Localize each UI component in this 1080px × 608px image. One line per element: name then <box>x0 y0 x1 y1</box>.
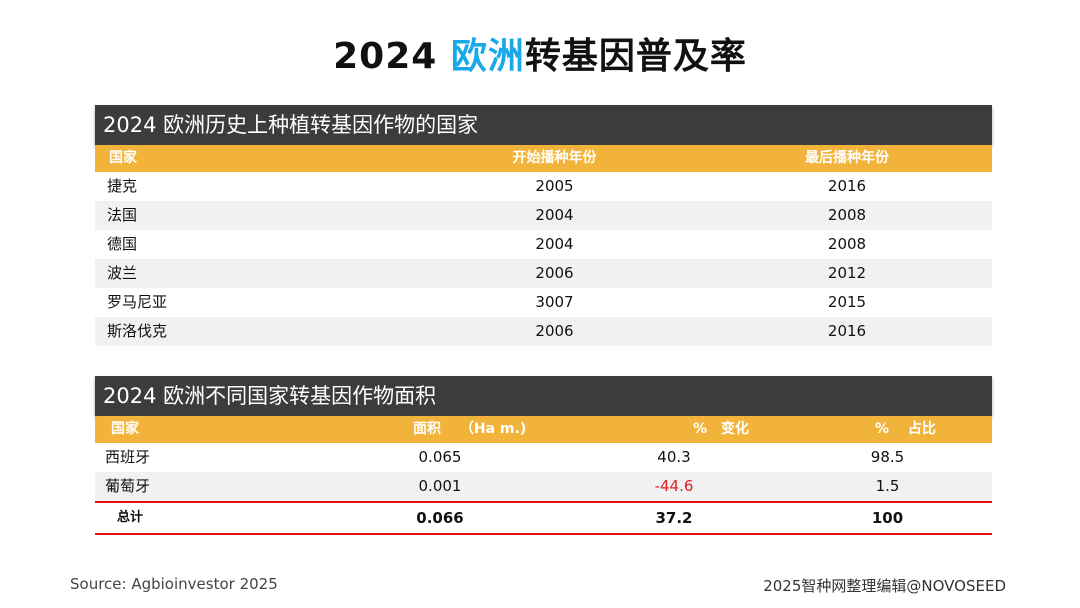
table1-caption: 2024 欧洲历史上种植转基因作物的国家 <box>95 105 992 145</box>
table2-header-change: % 变化 <box>693 421 750 437</box>
historic-countries-table: 2024 欧洲历史上种植转基因作物的国家 国家 开始播种年份 最后播种年份 捷克… <box>95 105 992 346</box>
table-row: 波兰 2006 2012 <box>95 259 992 288</box>
start-year-cell: 2006 <box>535 322 574 340</box>
table-row: 罗马尼亚 3007 2015 <box>95 288 992 317</box>
end-year-cell: 2015 <box>827 293 867 311</box>
end-year-cell: 2016 <box>827 322 867 340</box>
country-cell: 法国 <box>107 206 138 224</box>
country-cell: 波兰 <box>107 264 138 282</box>
country-cell: 捷克 <box>107 177 138 195</box>
table1-header-country: 国家 <box>109 150 137 166</box>
credit-note: 2025智种网整理编辑@NOVOSEED <box>763 577 1006 595</box>
table1-header-start-year: 开始播种年份 <box>512 150 597 166</box>
title-highlight: 欧洲 <box>450 36 525 77</box>
table-row: 斯洛伐克 2006 2016 <box>95 317 992 346</box>
end-year-cell: 2012 <box>827 264 867 282</box>
table-row: 德国 2004 2008 <box>95 230 992 259</box>
table2-header-row: 国家 面积 （Ha m.) % 变化 % 占比 <box>95 416 992 443</box>
end-year-cell: 2008 <box>827 206 867 224</box>
area-cell: 0.065 <box>418 448 462 466</box>
table-row: 西班牙 0.065 40.3 98.5 <box>95 443 992 472</box>
share-cell: 98.5 <box>870 448 905 466</box>
change-cell-negative: -44.6 <box>654 477 694 495</box>
start-year-cell: 2004 <box>535 206 574 224</box>
country-cell: 罗马尼亚 <box>107 293 168 311</box>
change-cell: 40.3 <box>657 448 691 466</box>
page-title: 2024 欧洲转基因普及率 <box>0 32 1080 82</box>
country-cell: 德国 <box>107 235 138 253</box>
end-year-cell: 2016 <box>827 177 867 195</box>
table2-caption: 2024 欧洲不同国家转基因作物面积 <box>95 376 992 416</box>
table-row: 葡萄牙 0.001 -44.6 1.5 <box>95 472 992 501</box>
total-change: 37.2 <box>655 509 693 527</box>
gm-area-table: 2024 欧洲不同国家转基因作物面积 国家 面积 （Ha m.) % 变化 % … <box>95 376 992 535</box>
total-label: 总计 <box>117 510 144 525</box>
start-year-cell: 2005 <box>535 177 574 195</box>
total-area: 0.066 <box>416 509 464 527</box>
table2-header-country: 国家 <box>111 421 139 437</box>
area-cell: 0.001 <box>418 477 462 495</box>
end-year-cell: 2008 <box>827 235 867 253</box>
title-year: 2024 <box>333 36 438 77</box>
table2-header-share: % 占比 <box>875 421 936 437</box>
start-year-cell: 3007 <box>535 293 574 311</box>
start-year-cell: 2006 <box>535 264 574 282</box>
share-cell: 1.5 <box>875 477 900 495</box>
table-row: 捷克 2005 2016 <box>95 172 992 201</box>
table-row: 法国 2004 2008 <box>95 201 992 230</box>
start-year-cell: 2004 <box>535 235 574 253</box>
total-share: 100 <box>871 509 904 527</box>
total-row: 总计 0.066 37.2 100 <box>95 501 992 535</box>
country-cell: 葡萄牙 <box>105 477 151 495</box>
source-note: Source: Agbioinvestor 2025 <box>70 575 278 593</box>
table2-header-area: 面积 （Ha m.) <box>413 421 527 437</box>
table1-header-end-year: 最后播种年份 <box>805 150 889 166</box>
country-cell: 斯洛伐克 <box>107 322 168 340</box>
country-cell: 西班牙 <box>105 448 151 466</box>
table1-header-row: 国家 开始播种年份 最后播种年份 <box>95 145 992 172</box>
title-rest: 转基因普及率 <box>524 36 747 77</box>
